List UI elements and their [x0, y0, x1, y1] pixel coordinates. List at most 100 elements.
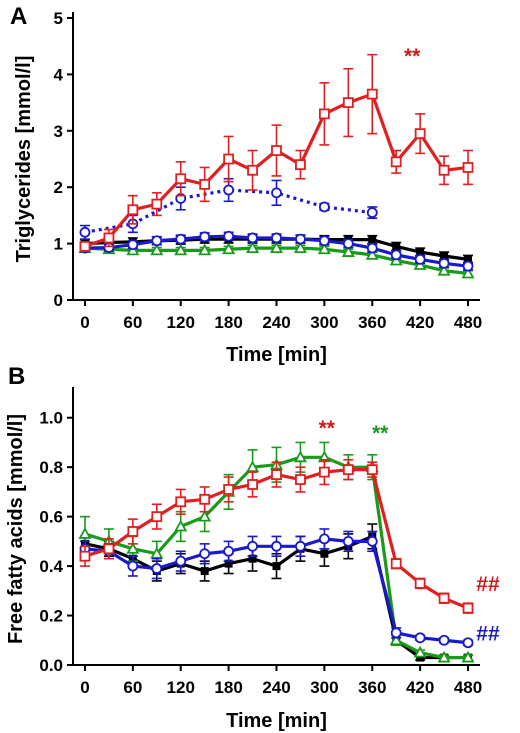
data-point: [366, 242, 378, 254]
data-point: [200, 567, 209, 576]
x-axis-title: Time [min]: [226, 710, 327, 732]
y-tick-label: 2: [54, 178, 63, 197]
data-point: [438, 164, 450, 176]
y-tick-label: 0.6: [39, 508, 63, 527]
data-point: [413, 645, 427, 658]
x-tick-label: 420: [406, 313, 434, 332]
data-point: [247, 232, 258, 244]
x-axis-title: Time [min]: [226, 344, 327, 366]
y-tick-label: 0.4: [39, 557, 63, 576]
data-point: [78, 527, 92, 539]
data-point: [199, 231, 211, 243]
x-tick-label: 480: [454, 313, 482, 332]
chart-panel-A: A 0 1 2 3 4 5 0 60 120 180 240 300 360 420 480 Time [min…: [10, 3, 482, 366]
data-point: [151, 235, 163, 247]
data-point: [437, 263, 451, 276]
data-point: [438, 592, 450, 604]
data-point: [318, 235, 330, 247]
data-point: [414, 253, 426, 265]
data-point: [342, 464, 354, 476]
x-tick-label: 120: [167, 313, 195, 332]
data-point: [366, 535, 378, 547]
data-point: [438, 257, 450, 269]
data-point: [462, 637, 474, 649]
data-point: [461, 650, 475, 663]
data-point: [127, 239, 139, 251]
data-point: [247, 164, 258, 176]
data-point: [103, 232, 115, 244]
data-point: [365, 248, 379, 260]
data-point: [389, 633, 403, 646]
data-point: [175, 233, 187, 245]
x-tick-label: 180: [214, 678, 242, 697]
data-point: [295, 540, 306, 552]
data-point: [390, 558, 402, 570]
y-tick-label: 0.8: [39, 458, 63, 477]
data-point: [318, 533, 330, 545]
data-point: [318, 201, 330, 213]
data-point: [127, 204, 139, 216]
x-tick-label: 480: [454, 678, 482, 697]
data-point: [342, 535, 354, 547]
y-tick-label: 0.2: [39, 607, 63, 626]
data-point: [368, 235, 377, 244]
data-point: [222, 242, 236, 255]
data-point: [293, 241, 307, 254]
data-point: [366, 207, 378, 218]
data-point: [416, 248, 425, 257]
data-point: [246, 241, 260, 254]
x-tick-label: 60: [123, 313, 142, 332]
data-point: [416, 653, 425, 662]
y-tick-label: 0: [54, 291, 63, 310]
series-1: [78, 241, 475, 279]
significance-annotation: **: [372, 422, 389, 445]
data-point: [175, 555, 187, 567]
y-tick-label: 1.0: [39, 409, 63, 428]
data-point: [126, 541, 140, 554]
series-3: [79, 458, 474, 614]
data-point: [223, 230, 235, 242]
data-point: [174, 519, 188, 532]
panel-label: B: [8, 363, 25, 390]
data-point: [223, 184, 235, 196]
data-point: [247, 540, 258, 552]
chart-panel-B: B 0.0 0.2 0.4 0.6 0.8 1.0 0 60 120 180 240 300 360 420…: [5, 363, 500, 732]
y-tick-label: 4: [54, 65, 64, 84]
series-2: [79, 230, 474, 272]
x-tick-label: 240: [262, 678, 290, 697]
y-tick-label: 0.0: [39, 656, 63, 675]
data-point: [462, 260, 474, 272]
data-point: [318, 108, 330, 120]
data-point: [414, 632, 426, 644]
series-3: [79, 177, 378, 240]
data-point: [151, 563, 163, 574]
data-point: [271, 469, 282, 481]
data-point: [317, 242, 331, 255]
y-tick-label: 5: [54, 9, 63, 28]
data-point: [342, 97, 354, 108]
data-point: [390, 249, 402, 261]
data-point: [247, 479, 258, 490]
data-point: [271, 232, 282, 244]
x-tick-label: 60: [123, 678, 142, 697]
y-axis-title: Triglycerides [mmol/l]: [13, 56, 35, 263]
data-point: [271, 145, 282, 156]
data-point: [414, 578, 426, 589]
data-point: [438, 634, 450, 646]
data-point: [295, 159, 306, 171]
data-point: [223, 545, 235, 557]
data-point: [293, 450, 307, 463]
x-tick-label: 420: [406, 678, 434, 697]
data-point: [224, 559, 233, 568]
data-point: [79, 241, 91, 252]
data-point: [269, 241, 284, 254]
data-point: [199, 178, 211, 190]
significance-annotation: **: [319, 417, 336, 440]
data-point: [464, 255, 473, 264]
data-point: [246, 460, 260, 473]
x-tick-label: 360: [358, 678, 386, 697]
data-point: [223, 153, 235, 165]
data-point: [223, 484, 235, 495]
data-point: [150, 546, 164, 559]
